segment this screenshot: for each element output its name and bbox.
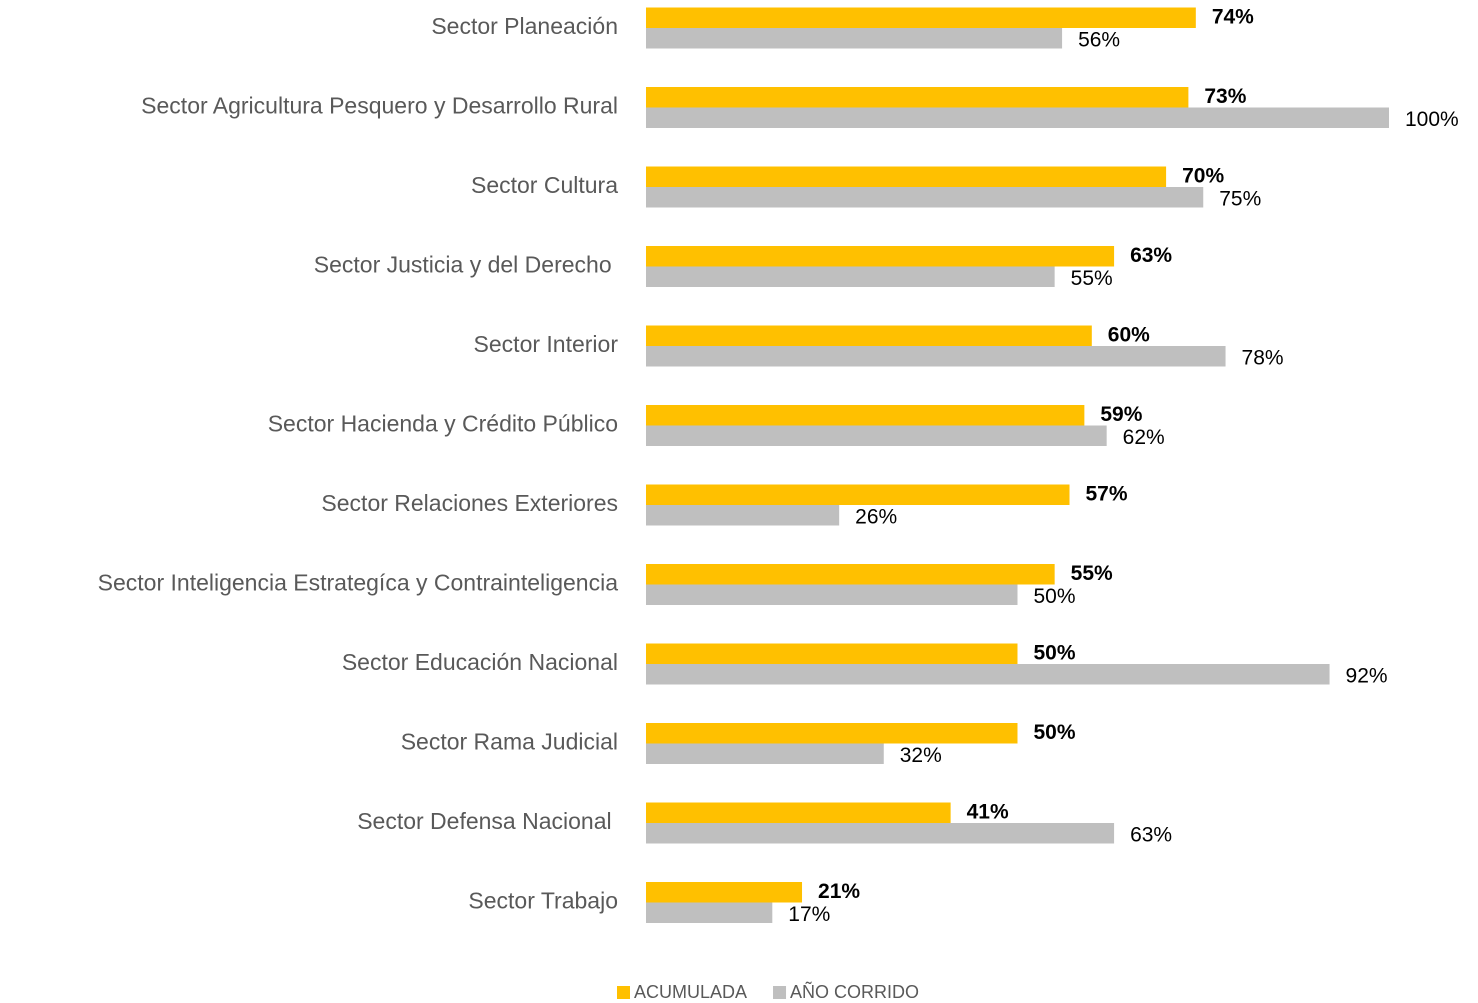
- value-label: 78%: [1242, 347, 1284, 370]
- bar: [646, 664, 1330, 685]
- bar: [646, 484, 1070, 505]
- category-label: Sector Relaciones Exteriores: [321, 490, 618, 516]
- value-label: 32%: [900, 744, 942, 767]
- bar: [646, 246, 1115, 267]
- legend-label: ACUMULADA: [634, 982, 747, 1002]
- bar: [646, 802, 951, 823]
- value-label: 26%: [855, 506, 897, 529]
- bar: [646, 7, 1196, 28]
- bar: [646, 564, 1055, 585]
- value-label: 75%: [1219, 188, 1261, 211]
- value-label: 17%: [788, 903, 830, 926]
- value-label: 50%: [1034, 721, 1076, 744]
- value-label: 73%: [1204, 85, 1246, 108]
- category-label: Sector Cultura: [471, 172, 618, 198]
- value-label: 55%: [1071, 267, 1113, 290]
- value-label: 21%: [818, 880, 860, 903]
- value-label: 70%: [1182, 165, 1224, 188]
- bar: [646, 505, 840, 526]
- category-label: Sector Planeación: [431, 13, 618, 39]
- bar: [646, 723, 1018, 744]
- bar: [646, 643, 1018, 664]
- bar: [646, 823, 1115, 844]
- bar: [646, 882, 803, 903]
- value-label: 100%: [1405, 108, 1459, 131]
- bar: [646, 902, 773, 923]
- bar: [646, 346, 1226, 367]
- category-label: Sector Rama Judicial: [401, 729, 618, 755]
- value-label: 55%: [1071, 562, 1113, 585]
- legend-label: AÑO CORRIDO: [790, 981, 919, 1002]
- bar: [646, 187, 1204, 208]
- category-label: Sector Educación Nacional: [342, 649, 618, 675]
- category-label: Sector Hacienda y Crédito Público: [268, 411, 618, 437]
- bar: [646, 743, 884, 764]
- category-label: Sector Agricultura Pesquero y Desarrollo…: [141, 93, 618, 119]
- value-label: 56%: [1078, 29, 1120, 52]
- bar: [646, 87, 1189, 108]
- legend-swatch: [773, 986, 787, 999]
- value-label: 63%: [1130, 244, 1172, 267]
- value-label: 41%: [967, 801, 1009, 824]
- value-label: 62%: [1123, 426, 1165, 449]
- value-label: 57%: [1086, 483, 1128, 506]
- bar: [646, 584, 1018, 605]
- bar: [646, 405, 1085, 426]
- legend-swatch: [617, 986, 630, 999]
- value-label: 60%: [1108, 324, 1150, 347]
- value-label: 92%: [1346, 665, 1388, 688]
- bar: [646, 28, 1063, 49]
- category-label: Sector Trabajo: [468, 888, 618, 914]
- value-label: 50%: [1034, 642, 1076, 665]
- category-label: Sector Justicia y del Derecho: [314, 252, 618, 278]
- value-label: 59%: [1100, 403, 1142, 426]
- value-label: 63%: [1130, 824, 1172, 847]
- bar: [646, 425, 1107, 446]
- category-label: Sector Defensa Nacional: [357, 808, 618, 834]
- category-label: Sector Inteligencia Estrategíca y Contra…: [98, 570, 619, 596]
- bar: [646, 107, 1389, 128]
- bar: [646, 166, 1167, 187]
- value-label: 50%: [1034, 585, 1076, 608]
- category-label: Sector Interior: [474, 331, 619, 357]
- bar: [646, 325, 1092, 346]
- bar: [646, 266, 1055, 287]
- value-label: 74%: [1212, 6, 1254, 29]
